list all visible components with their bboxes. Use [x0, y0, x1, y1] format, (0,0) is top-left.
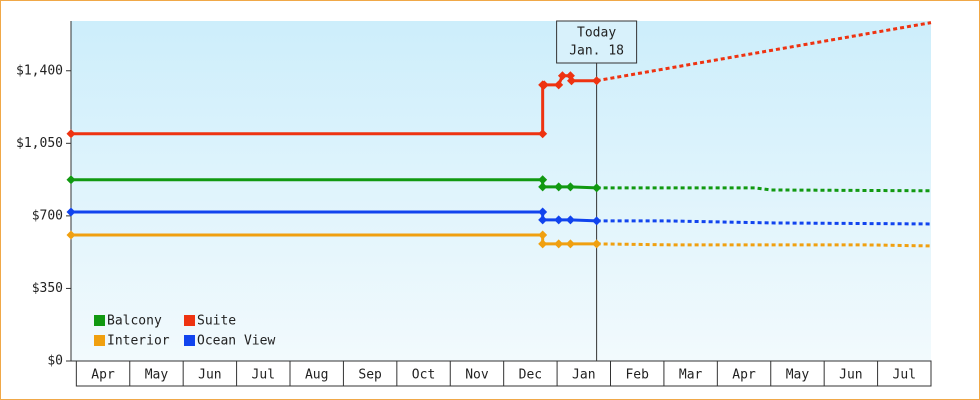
- data-point: [554, 182, 564, 192]
- x-tick-label: Jul: [893, 368, 916, 383]
- history-line: [71, 210, 597, 223]
- y-tick-label: $1,050: [16, 136, 63, 151]
- x-tick-label: Jun: [198, 368, 221, 383]
- x-tick-label: Nov: [465, 368, 489, 383]
- data-point: [565, 182, 575, 192]
- data-point: [592, 183, 602, 193]
- legend-swatch: [94, 335, 105, 346]
- legend-swatch: [184, 335, 195, 346]
- data-point: [592, 216, 602, 226]
- x-tick-label: Sep: [358, 368, 382, 383]
- data-point: [557, 71, 567, 81]
- legend-swatch: [94, 315, 105, 326]
- legend-label: Balcony: [107, 314, 162, 329]
- y-tick-label: $1,400: [16, 63, 63, 78]
- data-point: [539, 80, 549, 90]
- data-point: [538, 215, 548, 225]
- data-point: [538, 129, 548, 139]
- legend-swatch: [184, 315, 195, 326]
- data-point: [66, 175, 76, 185]
- x-tick-label: Jan: [572, 368, 595, 383]
- x-tick-label: Dec: [519, 368, 542, 383]
- x-tick-label: May: [145, 368, 169, 383]
- x-tick-label: Jul: [252, 368, 275, 383]
- x-tick-label: Aug: [305, 368, 328, 383]
- forecast-line: [596, 219, 932, 226]
- data-point: [538, 239, 548, 249]
- data-point: [66, 129, 76, 139]
- x-tick-label: Apr: [91, 368, 115, 383]
- data-point: [538, 230, 548, 240]
- data-point: [554, 239, 564, 249]
- x-tick-label: May: [786, 368, 810, 383]
- data-point: [592, 76, 602, 86]
- x-tick-label: Oct: [412, 368, 435, 383]
- data-point: [538, 175, 548, 185]
- data-point: [554, 80, 564, 90]
- y-tick-label: $700: [32, 208, 63, 223]
- forecast-line: [596, 186, 932, 193]
- data-point: [592, 239, 602, 249]
- today-label: Today: [577, 26, 616, 41]
- legend-label: Ocean View: [197, 334, 275, 349]
- data-point: [567, 76, 577, 86]
- forecast-line: [596, 242, 932, 248]
- y-tick-label: $0: [47, 354, 63, 369]
- data-point: [554, 215, 564, 225]
- legend-label: Suite: [197, 314, 236, 329]
- y-tick-label: $350: [32, 281, 63, 296]
- today-date: Jan. 18: [569, 44, 624, 59]
- data-point: [66, 230, 76, 240]
- x-tick-label: Feb: [625, 368, 649, 383]
- data-point: [538, 182, 548, 192]
- data-point: [565, 239, 575, 249]
- history-line: [71, 178, 597, 190]
- data-point: [66, 207, 76, 217]
- forecast-line: [596, 21, 932, 83]
- x-tick-label: Jun: [839, 368, 862, 383]
- x-tick-label: Apr: [732, 368, 756, 383]
- x-tick-label: Mar: [679, 368, 703, 383]
- legend-label: Interior: [107, 334, 170, 349]
- data-point: [565, 215, 575, 225]
- today-box: [556, 20, 638, 64]
- data-point: [538, 207, 548, 217]
